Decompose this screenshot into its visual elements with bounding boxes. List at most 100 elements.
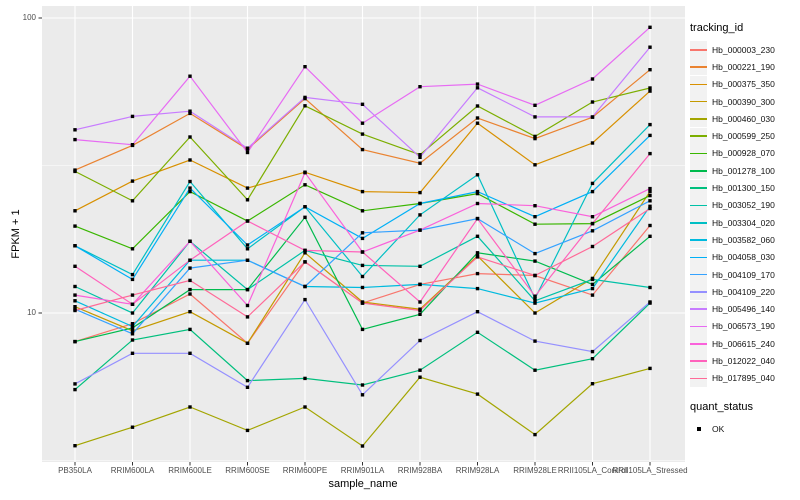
x-tick-label: RRIM600PE: [282, 466, 328, 475]
data-point: [533, 296, 537, 301]
legend-item: Hb_003304_020: [690, 214, 798, 232]
data-point: [303, 297, 307, 302]
data-point: [245, 341, 250, 345]
data-point: [245, 315, 250, 319]
legend-item-label: Hb_000460_030: [712, 113, 775, 124]
legend-item: Hb_012022_040: [690, 352, 798, 370]
legend: tracking_id Hb_000003_230 Hb_000221_190 Hb…: [690, 22, 798, 437]
data-point: [360, 444, 365, 448]
data-point: [188, 351, 192, 355]
series-color-swatch: [690, 100, 707, 103]
data-point: [648, 133, 652, 138]
data-point: [360, 383, 365, 387]
data-point: [303, 205, 307, 209]
data-point: [590, 77, 595, 81]
series-color-swatch: [690, 66, 707, 68]
legend-key-line-icon: [690, 317, 707, 335]
data-point: [533, 311, 537, 315]
legend-item: Hb_000003_230: [690, 41, 798, 59]
legend-item-label: Hb_000221_190: [712, 61, 775, 72]
data-point: [73, 209, 77, 213]
legend-key-line-icon: [690, 144, 707, 162]
data-point: [590, 277, 595, 282]
data-point: [648, 68, 652, 72]
x-tick-label: RRIM928LA: [455, 466, 500, 475]
data-point: [245, 198, 250, 202]
legend-key-line-icon: [690, 93, 707, 111]
legend-title-quant-status: quant_status: [690, 400, 753, 413]
legend-item-label: Hb_017895_040: [712, 373, 775, 384]
legend-item: Hb_000599_250: [690, 127, 798, 145]
data-point: [73, 299, 77, 303]
data-point: [418, 85, 422, 89]
legend-key-line-icon: [690, 58, 707, 76]
data-point: [648, 122, 652, 127]
data-point: [418, 312, 422, 316]
legend-item: Hb_003582_060: [690, 231, 798, 249]
data-point: [130, 143, 135, 147]
data-point: [533, 215, 537, 219]
legend-item-label: Hb_006573_190: [712, 321, 775, 332]
legend-item-label: Hb_000390_300: [712, 96, 775, 107]
x-tick-label: RRII105LA_Control: [557, 466, 628, 475]
series-color-swatch: [690, 342, 707, 345]
series-color-swatch: [690, 221, 707, 224]
legend-item: Hb_006615_240: [690, 335, 798, 353]
x-tick-label: PB350LA: [58, 466, 92, 475]
data-point: [418, 201, 422, 206]
legend-items: Hb_000003_230 Hb_000221_190 Hb_000375_350 H…: [690, 41, 798, 387]
data-point: [130, 324, 135, 329]
data-point: [475, 173, 480, 177]
legend-item-label: Hb_000375_350: [712, 79, 775, 90]
legend-item: Hb_005496_140: [690, 300, 798, 318]
data-point: [590, 382, 595, 386]
data-point: [303, 284, 307, 289]
data-point: [360, 327, 365, 332]
legend-item: Hb_004058_030: [690, 248, 798, 266]
data-point: [360, 274, 365, 279]
x-tick-label: RRIM928BA: [397, 466, 443, 475]
series-color-swatch: [690, 239, 707, 241]
data-point: [360, 132, 365, 136]
data-point: [475, 330, 480, 334]
data-point: [648, 189, 652, 194]
series-color-swatch: [690, 256, 707, 259]
series-color-swatch: [690, 48, 707, 51]
legend-quant-status: quant_status OK: [690, 401, 798, 437]
data-point: [590, 349, 595, 354]
series-color-swatch: [690, 325, 707, 328]
data-point: [73, 293, 77, 297]
quant-status-items: OK: [690, 420, 798, 437]
data-point: [648, 223, 652, 228]
data-point: [360, 250, 365, 254]
data-point: [130, 338, 135, 342]
data-point: [130, 332, 135, 336]
x-tick-label: RRIM600SE: [225, 466, 270, 475]
legend-item-label: Hb_004058_030: [712, 252, 775, 263]
legend-item-label: Hb_001278_100: [712, 165, 775, 176]
y-axis-title: FPKM + 1: [10, 209, 22, 259]
data-point: [360, 147, 365, 152]
data-point: [130, 114, 135, 119]
data-point: [418, 308, 422, 313]
legend-item-label: Hb_012022_040: [712, 355, 775, 366]
legend-key-line-icon: [690, 75, 707, 93]
data-point: [418, 190, 422, 195]
data-point: [418, 161, 422, 165]
legend-key-point-icon: [690, 420, 707, 437]
legend-item: Hb_000928_070: [690, 144, 798, 162]
data-point: [418, 338, 422, 343]
legend-key-line-icon: [690, 335, 707, 353]
data-point: [648, 285, 652, 290]
data-point: [188, 135, 192, 139]
data-point: [73, 308, 77, 313]
data-point: [418, 155, 422, 159]
series-color-swatch: [690, 291, 707, 293]
data-point: [533, 294, 537, 298]
legend-item-label: Hb_003052_190: [712, 200, 775, 211]
legend-key-line-icon: [690, 127, 707, 145]
data-point: [590, 115, 595, 119]
data-point: [648, 300, 652, 304]
data-point: [73, 264, 77, 268]
data-point: [245, 247, 250, 251]
